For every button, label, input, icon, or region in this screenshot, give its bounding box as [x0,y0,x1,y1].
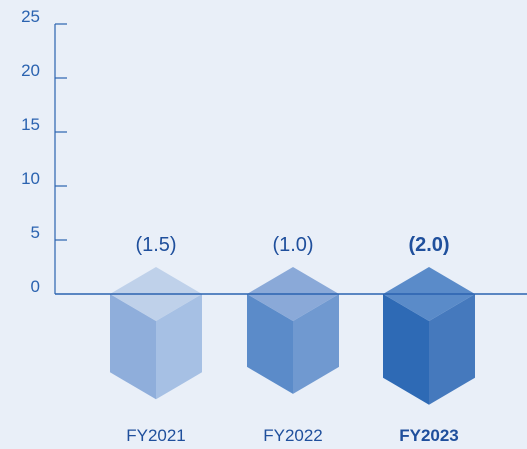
category-label: FY2021 [126,426,186,445]
bar-right-face [293,294,339,394]
data-label: (2.0) [408,234,449,256]
category-label: FY2023 [399,426,459,445]
bar-right-face [429,294,475,405]
y-tick-label: 0 [31,277,40,296]
bars-group [110,267,475,405]
y-axis: 0 5 10 15 20 25 [21,7,67,296]
y-tick-label: 20 [21,61,40,80]
category-labels-group: FY2021 FY2022 FY2023 [126,426,459,445]
y-tick-label: 25 [21,7,40,26]
data-labels-group: (1.5) (1.0) (2.0) [135,234,449,256]
bar [383,267,475,405]
y-tick-label: 10 [21,169,40,188]
bar-left-face [247,294,293,394]
bar-left-face [383,294,429,405]
bar-left-face [110,294,156,400]
y-tick-label: 15 [21,115,40,134]
data-label: (1.5) [135,234,176,256]
data-label: (1.0) [272,234,313,256]
bar [247,267,339,394]
category-label: FY2022 [263,426,323,445]
y-tick-label: 5 [31,223,40,242]
bar-right-face [156,294,202,400]
bar [110,267,202,400]
